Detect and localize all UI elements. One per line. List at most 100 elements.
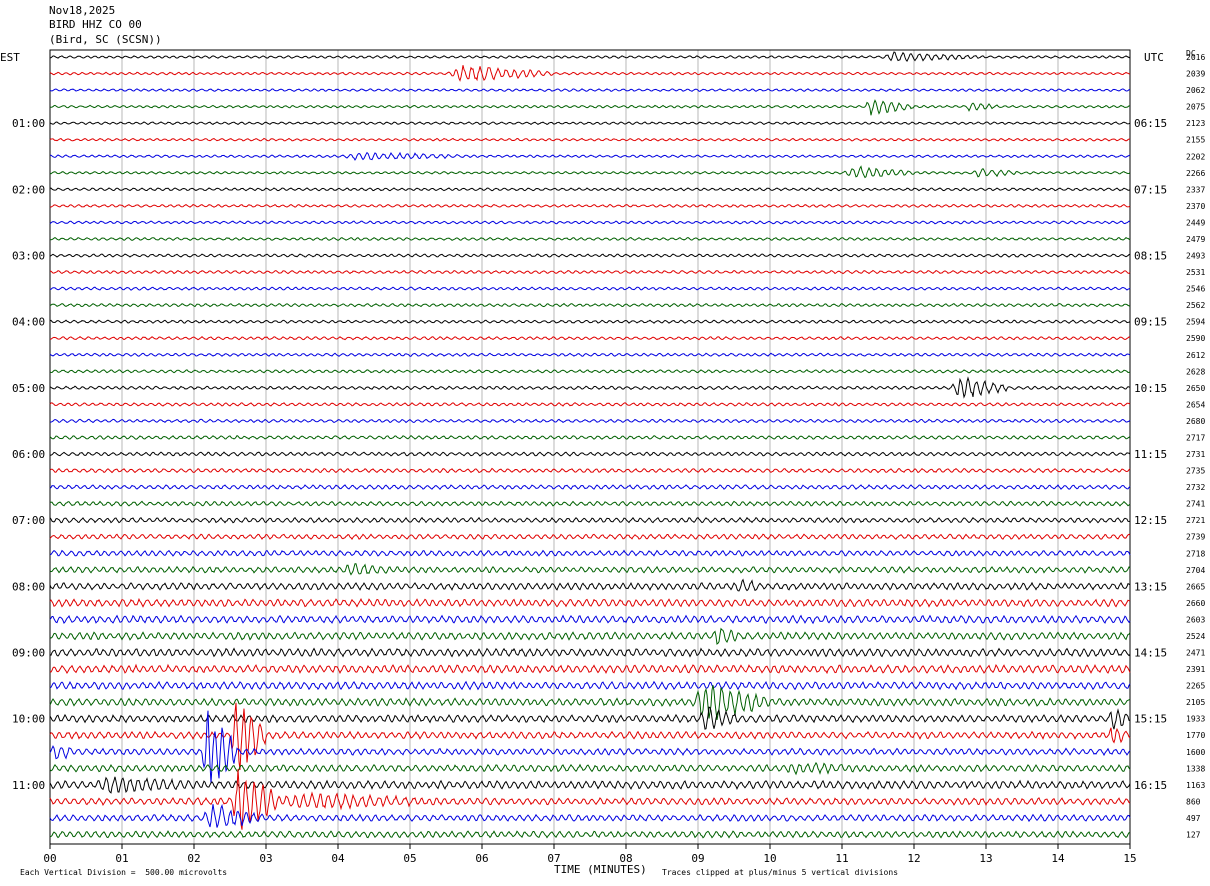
dc-value: 2612	[1186, 351, 1205, 360]
dc-value: 860	[1186, 797, 1201, 806]
x-tick-label: 03	[259, 852, 272, 865]
trace-line	[49, 830, 1131, 839]
dc-value: 2731	[1186, 450, 1205, 459]
dc-value: 2524	[1186, 632, 1205, 641]
trace-line	[49, 467, 1131, 474]
trace-line	[49, 776, 1131, 794]
x-tick-label: 08	[619, 852, 632, 865]
trace-line	[49, 319, 1131, 324]
est-hour-label: 03:00	[12, 250, 45, 263]
x-tick-label: 15	[1123, 852, 1136, 865]
dc-value: 2665	[1186, 582, 1205, 591]
x-tick-label: 10	[763, 852, 776, 865]
trace-line	[49, 203, 1131, 208]
trace-line	[49, 769, 1131, 830]
trace-line	[49, 680, 1131, 691]
trace-line	[50, 236, 1131, 241]
x-tick-label: 01	[115, 852, 128, 865]
dc-value: 2479	[1186, 235, 1205, 244]
trace-line	[49, 336, 1131, 341]
trace-line	[49, 51, 1131, 63]
utc-hour-label: 06:15	[1134, 117, 1167, 130]
dc-label: DC	[1186, 49, 1196, 58]
utc-hour-label: 08:15	[1134, 250, 1167, 263]
utc-hour-label: 12:15	[1134, 514, 1167, 527]
dc-value: 2062	[1186, 86, 1205, 95]
trace-line	[49, 369, 1131, 374]
trace-line	[49, 269, 1131, 275]
trace-line	[49, 500, 1131, 507]
dc-value: 2155	[1186, 136, 1205, 145]
x-axis-label: TIME (MINUTES)	[554, 863, 647, 876]
trace-line	[49, 597, 1131, 608]
utc-hour-label: 16:15	[1134, 779, 1167, 792]
est-hour-label: 09:00	[12, 647, 45, 660]
trace-line	[49, 220, 1131, 225]
dc-value: 2493	[1186, 252, 1205, 261]
dc-value: 2654	[1186, 400, 1205, 409]
dc-value: 1933	[1186, 715, 1205, 724]
dc-value: 2562	[1186, 301, 1205, 310]
trace-line	[49, 706, 1131, 730]
dc-value: 2739	[1186, 533, 1205, 542]
dc-value: 2735	[1186, 467, 1205, 476]
dc-value: 2370	[1186, 202, 1205, 211]
dc-value: 2603	[1186, 615, 1205, 624]
est-hour-label: 02:00	[12, 183, 45, 196]
utc-hour-label: 13:15	[1134, 580, 1167, 593]
dc-value: 2717	[1186, 433, 1205, 442]
x-tick-label: 13	[979, 852, 992, 865]
dc-value: 1163	[1186, 781, 1205, 790]
dc-value: 2075	[1186, 103, 1205, 112]
trace-line	[49, 151, 1131, 161]
dc-value: 2590	[1186, 334, 1205, 343]
dc-value: 2266	[1186, 169, 1205, 178]
x-tick-label: 11	[835, 852, 848, 865]
utc-hour-label: 11:15	[1134, 448, 1167, 461]
trace-line	[49, 88, 1131, 92]
trace-line	[49, 710, 1131, 784]
dc-value: 2594	[1186, 318, 1205, 327]
est-hour-label: 01:00	[12, 117, 45, 130]
dc-value: 2449	[1186, 218, 1205, 227]
dc-value: 2531	[1186, 268, 1205, 277]
trace-line	[49, 516, 1131, 524]
est-hour-label: 07:00	[12, 514, 45, 527]
trace-line	[49, 685, 1131, 720]
trace-line	[49, 253, 1131, 258]
dc-value: 2680	[1186, 417, 1205, 426]
trace-line	[49, 647, 1131, 658]
dc-value: 2732	[1186, 483, 1205, 492]
trace-line	[49, 484, 1131, 490]
trace-line	[49, 402, 1131, 407]
trace-line	[49, 663, 1131, 675]
dc-value: 2391	[1186, 665, 1205, 674]
trace-line	[49, 702, 1131, 770]
dc-value: 2123	[1186, 119, 1205, 128]
dc-value: 1600	[1186, 748, 1205, 757]
x-tick-label: 14	[1051, 852, 1065, 865]
scale-note: Each Vertical Division = 500.00 microvol…	[20, 868, 228, 877]
trace-line	[49, 137, 1131, 142]
dc-value: 2039	[1186, 70, 1205, 79]
est-hour-label: 05:00	[12, 382, 45, 395]
station-code: BIRD HHZ CO 00	[49, 18, 142, 31]
dc-value: 2628	[1186, 367, 1205, 376]
trace-line	[49, 761, 1131, 776]
dc-value: 2704	[1186, 566, 1205, 575]
clip-note: Traces clipped at plus/minus 5 vertical …	[662, 868, 899, 877]
trace-line	[49, 435, 1131, 440]
utc-hour-label: 10:15	[1134, 382, 1167, 395]
dc-value: 497	[1186, 814, 1201, 823]
dc-value: 2718	[1186, 549, 1205, 558]
trace-line	[49, 65, 1131, 82]
trace-line	[49, 187, 1131, 192]
plot-date: Nov18,2025	[49, 4, 116, 17]
utc-hour-label: 15:15	[1134, 713, 1167, 726]
trace-line	[49, 121, 1131, 126]
plot-frame	[49, 49, 1131, 845]
dc-value: 2016	[1186, 53, 1205, 62]
dc-value: 2660	[1186, 599, 1205, 608]
utc-hour-label: 07:15	[1134, 183, 1167, 196]
trace-line	[49, 614, 1131, 625]
